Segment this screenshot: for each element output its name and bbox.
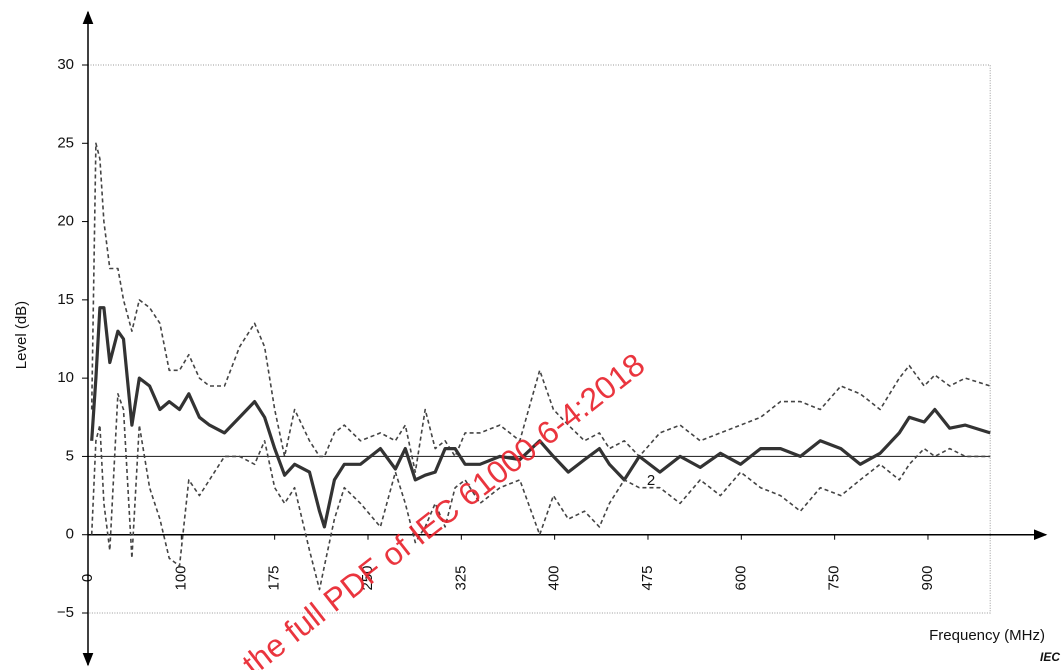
line-series <box>90 393 991 591</box>
y-tick-label: 15 <box>57 291 74 308</box>
y-axis-label: Level (dB) <box>13 301 30 369</box>
x-tick-label: 325 <box>452 565 469 590</box>
y-tick-label: 0 <box>66 526 74 543</box>
x-tick-label: 250 <box>359 565 376 590</box>
x-tick-label: 600 <box>732 565 749 590</box>
y-tick-label: 5 <box>66 447 74 464</box>
y-tick-label: 10 <box>57 369 74 386</box>
y-tick-label: 30 <box>57 56 74 73</box>
y-tick-label: 20 <box>57 213 74 230</box>
y-tick-label: −5 <box>57 604 74 621</box>
watermark: the full PDF of IEC 61000-6-4:2018 <box>235 346 651 670</box>
y-tick-label: 25 <box>57 134 74 151</box>
x-tick-label: 900 <box>919 565 936 590</box>
x-tick-label: 475 <box>639 565 656 590</box>
source: IEC <box>1040 650 1060 664</box>
line-series <box>90 142 991 473</box>
annotation: 2 <box>647 472 655 489</box>
x-axis-label: Frequency (MHz) <box>929 627 1045 644</box>
x-tick-label: 175 <box>266 565 283 590</box>
x-tick-label: 400 <box>546 565 563 590</box>
line-series <box>90 306 991 529</box>
x-tick-label: 100 <box>172 565 189 590</box>
x-tick-label: 750 <box>826 565 843 590</box>
